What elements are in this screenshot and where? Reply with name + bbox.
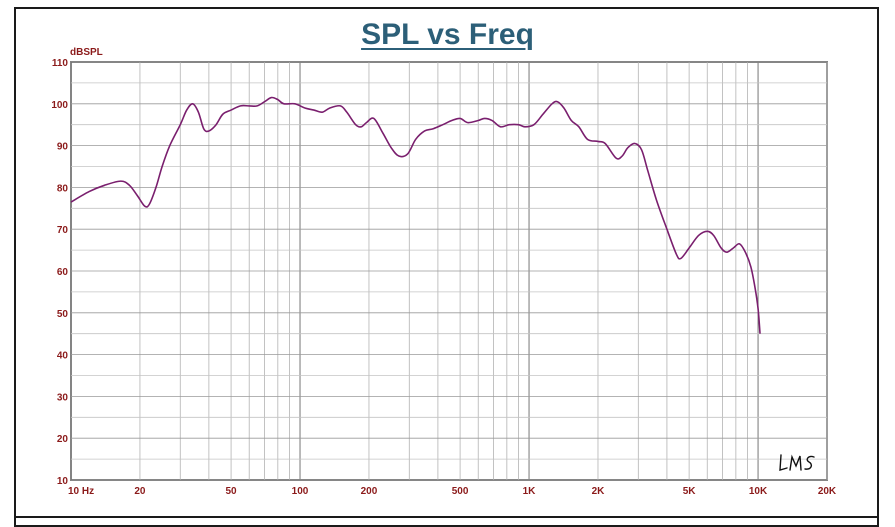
- x-tick-labels: 10 Hz 20 50 100 200 500 1K 2K 5K 10K 20K: [68, 486, 837, 497]
- spl-curve: [70, 96, 761, 334]
- x-tick-label: 10K: [749, 486, 768, 497]
- x-tick-label: 2K: [592, 486, 606, 497]
- y-tick-labels: 10 20 30 40 50 60 70 80 90 100 110: [51, 58, 68, 487]
- x-tick-label: 1K: [523, 486, 537, 497]
- y-tick-label: 40: [57, 351, 69, 362]
- y-tick-label: 20: [57, 434, 69, 445]
- x-tick-label: 20K: [818, 486, 837, 497]
- y-tick-label: 70: [57, 225, 69, 236]
- x-tick-label: 200: [361, 486, 378, 497]
- x-tick-label: 10 Hz: [68, 486, 94, 497]
- y-tick-label: 90: [57, 142, 69, 153]
- y-tick-label: 100: [51, 100, 68, 111]
- y-tick-label: 30: [57, 392, 69, 403]
- y-tick-label: 50: [57, 309, 69, 320]
- bottom-border: [14, 516, 879, 518]
- y-tick-label: 60: [57, 267, 69, 278]
- x-tick-label: 50: [226, 486, 238, 497]
- chart-title: SPL vs Freq: [361, 18, 534, 51]
- x-tick-label: 100: [292, 486, 309, 497]
- lms-logo: [778, 452, 818, 479]
- x-tick-label: 500: [452, 486, 469, 497]
- y-tick-label: 10: [57, 476, 69, 487]
- y-axis-unit-label: dBSPL: [70, 47, 103, 58]
- lms-logo-mark: [779, 454, 815, 471]
- x-tick-label: 5K: [683, 486, 697, 497]
- horizontal-gridlines: [71, 61, 827, 481]
- y-tick-label: 110: [52, 58, 69, 69]
- x-tick-label: 20: [134, 486, 146, 497]
- y-tick-label: 80: [57, 183, 69, 194]
